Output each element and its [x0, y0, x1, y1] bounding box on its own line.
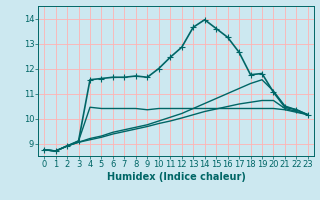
- X-axis label: Humidex (Indice chaleur): Humidex (Indice chaleur): [107, 172, 245, 182]
